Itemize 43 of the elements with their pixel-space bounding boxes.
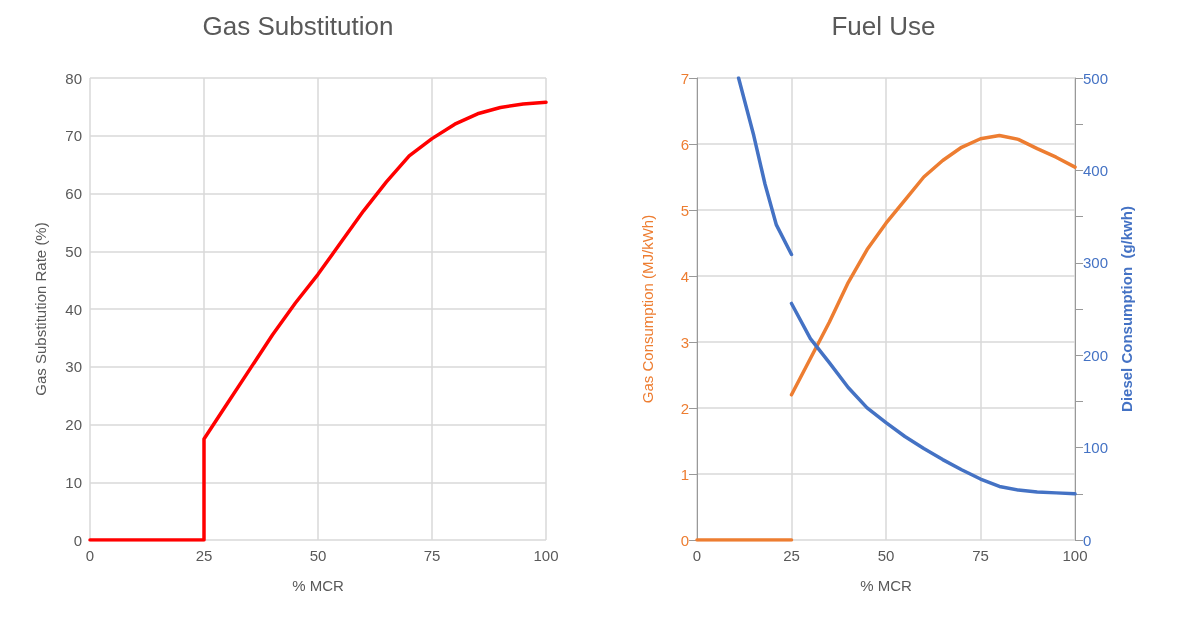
- y-tick-label: 3: [680, 333, 689, 351]
- y2-tick-label: 500: [1083, 69, 1109, 87]
- x-tick-label: 25: [195, 547, 213, 564]
- line-series: [736, 76, 794, 257]
- y-tick-label: 0: [680, 531, 689, 549]
- y2-tick-label: 200: [1083, 346, 1109, 364]
- x-axis-title: % MCR: [292, 577, 344, 594]
- y2-tick-label: 400: [1083, 161, 1109, 179]
- x-tick-label: 50: [309, 547, 327, 564]
- y2-axis-title: Diesel Consumption (g/kwh): [1117, 206, 1135, 412]
- line-series: [789, 133, 1077, 397]
- y2-tick-label: 300: [1083, 254, 1109, 272]
- chart-title: Gas Substitution: [202, 11, 394, 41]
- x-tick-label: 25: [783, 547, 800, 564]
- x-tick-label: 75: [423, 547, 441, 564]
- y-tick-label: 80: [65, 69, 82, 87]
- x-tick-label: 0: [692, 547, 702, 564]
- y-tick-label: 50: [65, 242, 82, 260]
- y2-tick-label: 0: [1083, 531, 1092, 549]
- chart-title: Fuel Use: [831, 11, 936, 41]
- y-axis-title: Gas Substitution Rate (%): [32, 222, 49, 396]
- y-tick-label: 7: [680, 69, 689, 87]
- y2-tick-label: 100: [1083, 439, 1109, 457]
- y-tick-label: 5: [680, 201, 689, 219]
- x-tick-label: 50: [877, 547, 895, 564]
- y-tick-label: 40: [65, 300, 82, 318]
- y-tick-label: 0: [73, 531, 82, 549]
- y-axis-title: Gas Consumption (MJ/kWh): [639, 214, 656, 404]
- x-tick-label: 100: [533, 547, 559, 564]
- x-tick-label: 0: [85, 547, 95, 564]
- y-tick-label: 1: [680, 465, 689, 483]
- y-tick-label: 30: [65, 358, 82, 376]
- y-tick-label: 4: [680, 267, 689, 285]
- x-tick-label: 75: [972, 547, 989, 564]
- line-series: [789, 301, 1077, 496]
- y-tick-label: 2: [680, 399, 689, 417]
- x-axis-title: % MCR: [860, 577, 912, 594]
- y-tick-label: 20: [65, 416, 82, 433]
- y-tick-label: 60: [65, 185, 82, 202]
- y-tick-label: 10: [65, 473, 82, 491]
- y-tick-label: 6: [680, 135, 689, 153]
- x-tick-label: 100: [1062, 547, 1088, 564]
- y-tick-label: 70: [65, 127, 82, 145]
